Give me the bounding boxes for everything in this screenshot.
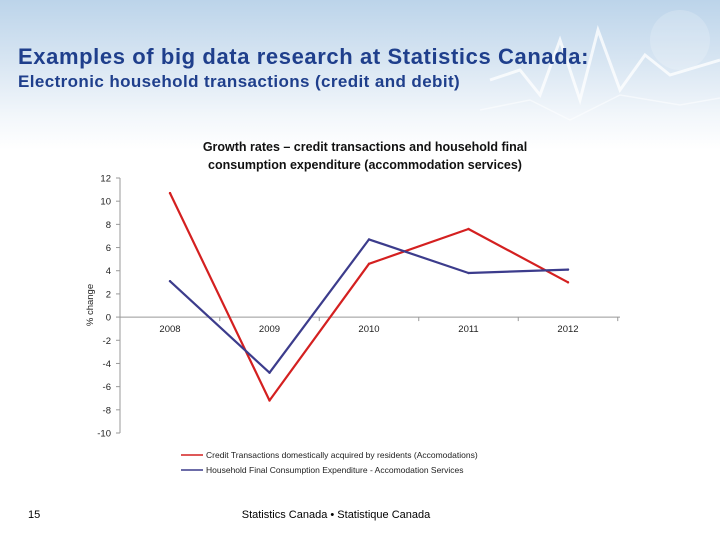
y-axis: 12 10 8 6 4 2 0 -2 -4 -6 -8 -10 % change bbox=[85, 174, 121, 440]
legend-label-2: Household Final Consumption Expenditure … bbox=[206, 465, 464, 475]
series-line-2 bbox=[168, 238, 570, 374]
y-tick-label: 12 bbox=[100, 174, 111, 185]
y-tick-label: 10 bbox=[100, 197, 111, 208]
data-point bbox=[367, 238, 371, 241]
y-tick-label: -4 bbox=[103, 359, 111, 370]
header-banner bbox=[0, 0, 720, 150]
data-point bbox=[268, 371, 271, 374]
y-tick-label: 8 bbox=[106, 220, 111, 231]
y-tick-label: 6 bbox=[106, 243, 111, 254]
data-point bbox=[566, 268, 570, 271]
y-tick-label: -2 bbox=[103, 336, 111, 347]
y-tick-label: 4 bbox=[106, 266, 111, 277]
chart-title-line-2: consumption expenditure (accommodation s… bbox=[208, 158, 522, 172]
y-tick-label: -6 bbox=[103, 382, 111, 393]
legend: Credit Transactions domestically acquire… bbox=[181, 450, 478, 475]
x-tick-label: 2011 bbox=[458, 324, 478, 335]
chart-title-line-1: Growth rates – credit transactions and h… bbox=[203, 140, 527, 154]
y-tick-label: 2 bbox=[106, 289, 111, 300]
footer-text: Statistics Canada • Statistique Canada bbox=[241, 509, 431, 521]
series-line-1 bbox=[168, 192, 570, 402]
x-tick-label: 2008 bbox=[159, 324, 180, 335]
data-point bbox=[566, 281, 570, 284]
data-point bbox=[467, 271, 470, 275]
x-tick-label: 2009 bbox=[259, 324, 280, 335]
series-lines bbox=[168, 191, 570, 402]
x-axis: 2008 2009 2010 2011 2012 bbox=[120, 316, 620, 335]
y-tick-label: -10 bbox=[97, 429, 111, 440]
slide-number: 15 bbox=[28, 509, 41, 521]
x-tick-label: 2012 bbox=[557, 324, 578, 335]
y-axis-label: % change bbox=[85, 284, 96, 326]
slide-title: Examples of big data research at Statist… bbox=[18, 44, 590, 69]
y-tick-label: -8 bbox=[103, 405, 111, 416]
data-point bbox=[467, 227, 470, 231]
data-point bbox=[168, 279, 172, 283]
data-point bbox=[367, 262, 371, 265]
slide-subtitle: Electronic household transactions (credi… bbox=[18, 72, 461, 91]
x-tick-label: 2010 bbox=[358, 324, 379, 335]
banner-decoration bbox=[480, 10, 720, 121]
data-point bbox=[268, 399, 271, 402]
data-point bbox=[168, 191, 172, 195]
legend-label-1: Credit Transactions domestically acquire… bbox=[206, 450, 478, 460]
y-tick-label: 0 bbox=[106, 313, 111, 324]
chart-title: Growth rates – credit transactions and h… bbox=[203, 140, 527, 172]
